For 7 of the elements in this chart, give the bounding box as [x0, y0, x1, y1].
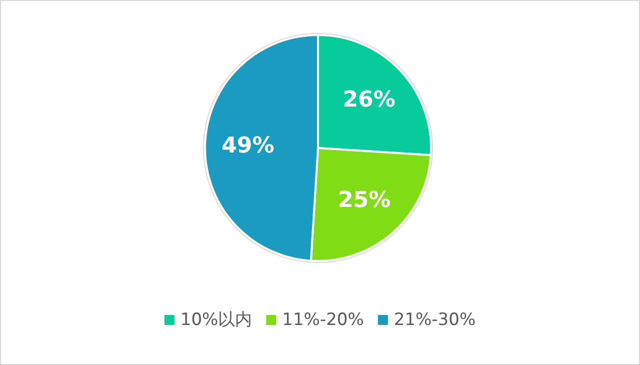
legend-label: 10%以内 [180, 310, 252, 330]
data-label: 49% [222, 133, 274, 158]
pie: 26% 25% 49% [203, 33, 433, 263]
data-label: 25% [338, 188, 391, 214]
legend-label: 11%-20% [282, 310, 364, 330]
legend-label: 21%-30% [394, 310, 476, 330]
data-label: 26% [342, 88, 396, 113]
